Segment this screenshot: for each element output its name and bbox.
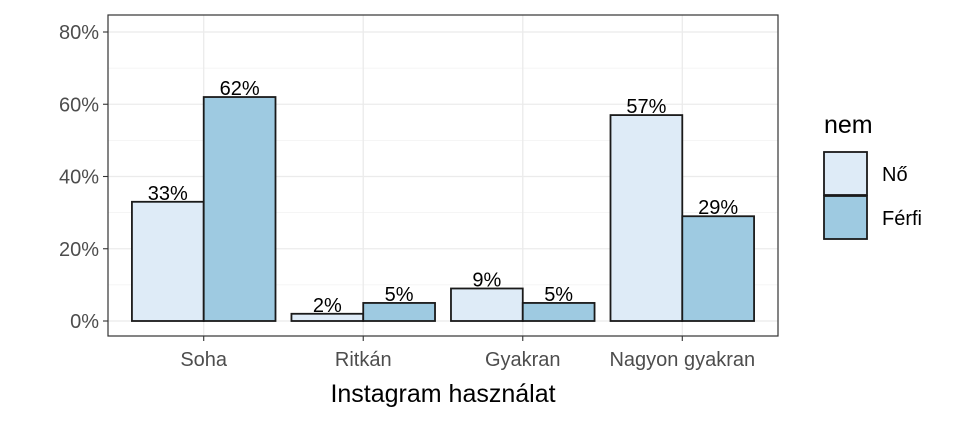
bar (521, 302, 596, 322)
bar (609, 114, 684, 322)
data-label: 62% (220, 78, 260, 100)
y-tick-label: 0% (70, 311, 99, 333)
bar (450, 287, 524, 322)
bar (362, 302, 436, 322)
bar (202, 96, 277, 322)
data-labels: 33% 62% 2% 5% 9% 5% 57% 29% (148, 78, 739, 317)
y-axis: 0% 20% 40% 60% 80% (59, 22, 108, 333)
legend: nem Nő Férfi (823, 111, 922, 240)
bar (131, 200, 205, 322)
legend-label: Nő (882, 164, 908, 186)
legend-key (823, 151, 868, 196)
data-label: 5% (385, 284, 414, 306)
data-label: 57% (626, 96, 666, 118)
x-tick-label: Ritkán (335, 349, 392, 371)
x-axis: Soha Ritkán Gyakran Nagyon gyakran (180, 336, 755, 371)
y-tick-label: 80% (59, 22, 99, 44)
y-tick-label: 60% (59, 94, 99, 116)
x-tick-label: Nagyon gyakran (609, 349, 755, 371)
y-tick-label: 20% (59, 239, 99, 261)
legend-key (823, 195, 868, 240)
legend-title: nem (824, 111, 873, 139)
bars (131, 96, 755, 322)
x-tick-label: Gyakran (485, 349, 561, 371)
data-label: 9% (472, 269, 501, 291)
data-label: 2% (313, 295, 342, 317)
x-tick-label: Soha (180, 349, 228, 371)
plot-panel-border (107, 14, 779, 337)
data-label: 33% (148, 183, 188, 205)
data-label: 29% (698, 197, 738, 219)
bar (681, 215, 755, 322)
y-tick-label: 40% (59, 167, 99, 189)
data-label: 5% (544, 284, 573, 306)
legend-label: Férfi (882, 208, 922, 230)
x-axis-title: Instagram használat (330, 380, 555, 408)
